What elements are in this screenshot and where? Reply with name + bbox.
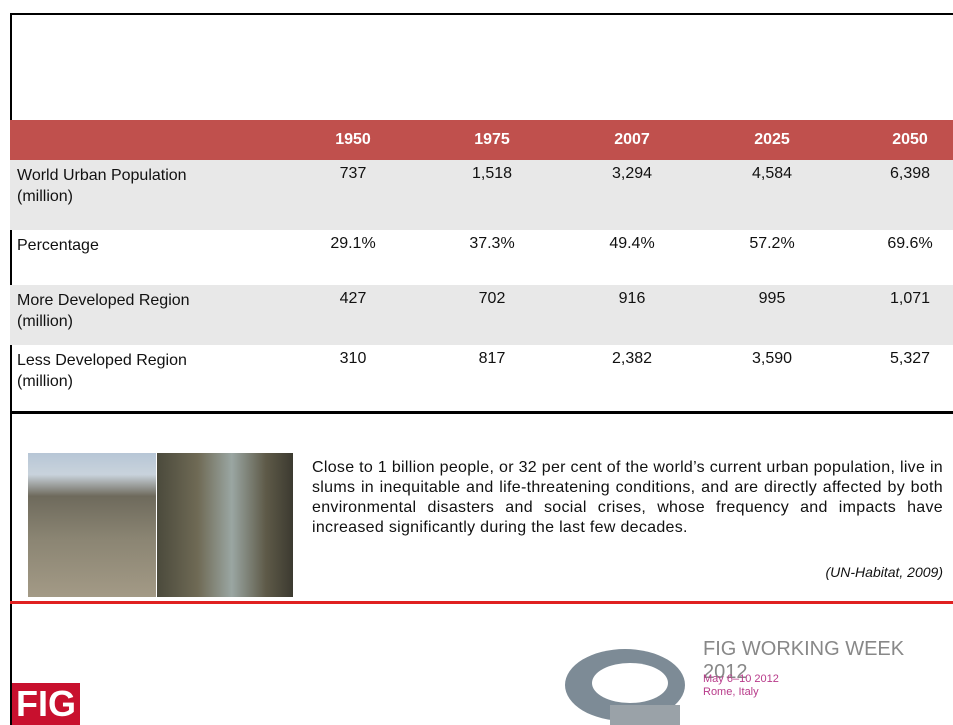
table-cell: 4,584 [712,165,832,183]
table-cell: 57.2% [712,235,832,253]
row-label: World Urban Population (million) [17,165,247,207]
column-header: 1975 [432,120,552,160]
table-cell: 3,294 [572,165,692,183]
table-cell: 2,382 [572,350,692,368]
fig-logo: FIG [12,683,80,725]
row-label: Less Developed Region (million) [17,350,247,392]
table-cell: 817 [432,350,552,368]
table-cell: 737 [293,165,413,183]
citation: (UN-Habitat, 2009) [826,564,944,580]
table-cell: 37.3% [432,235,552,253]
table-cell: 995 [712,290,832,308]
table-cell: 29.1% [293,235,413,253]
table-cell: 310 [293,350,413,368]
column-header: 1950 [293,120,413,160]
event-logo [560,635,690,725]
slide: 1950 1975 2007 2025 2050 World Urban Populati… [0,0,953,725]
event-place: Rome, Italy [703,686,759,698]
logo-base [610,705,680,725]
event-dates: May 6–10 2012 [703,673,779,685]
top-border [10,13,953,15]
photo-landfill [28,453,156,597]
footer-rule [10,601,953,604]
table-cell: 1,518 [432,165,552,183]
logo-hole [592,663,668,703]
row-label: Percentage [17,235,247,256]
table-cell: 427 [293,290,413,308]
paragraph: Close to 1 billion people, or 32 per cen… [312,458,943,538]
table-cell: 916 [572,290,692,308]
table-bottom-rule [10,411,953,414]
table-cell: 3,590 [712,350,832,368]
table-cell: 69.6% [850,235,953,253]
table-cell: 6,398 [850,165,953,183]
column-header: 2050 [850,120,953,160]
table-cell: 5,327 [850,350,953,368]
column-header: 2007 [572,120,692,160]
column-header: 2025 [712,120,832,160]
table-cell: 702 [432,290,552,308]
table-cell: 49.4% [572,235,692,253]
row-label: More Developed Region (million) [17,290,247,332]
table-cell: 1,071 [850,290,953,308]
photo-alley [157,453,293,597]
